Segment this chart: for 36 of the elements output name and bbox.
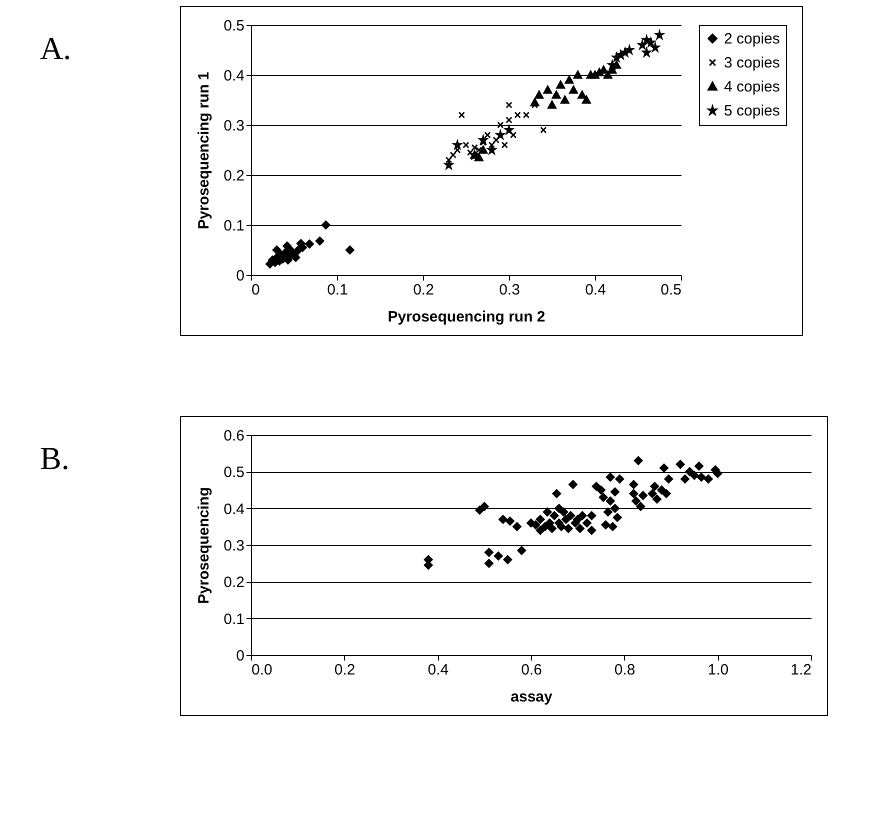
x-tick-label: 0.2 bbox=[413, 282, 434, 298]
y-tick-label: 0.5 bbox=[224, 464, 244, 482]
y-tick-label: 0.1 bbox=[224, 610, 244, 628]
x-axis-title: assay bbox=[510, 688, 554, 706]
chart-title: A. bbox=[40, 30, 72, 67]
y-tick-label: 0 bbox=[236, 268, 244, 284]
x-tick-label: 0.6 bbox=[521, 662, 542, 678]
x-tick-label: 1.2 bbox=[790, 662, 812, 678]
x-tick-label: 0.1 bbox=[327, 282, 348, 298]
y-tick-label: 0.3 bbox=[224, 118, 244, 134]
legend-label: 5 copies bbox=[724, 102, 780, 120]
x-tick-label: 0.4 bbox=[428, 662, 449, 678]
x-tick-label: 0.5 bbox=[660, 282, 682, 298]
y-axis-title: Pyrosequencing bbox=[196, 487, 213, 604]
y-tick-label: 0.2 bbox=[224, 168, 244, 184]
y-tick-label: 0.1 bbox=[224, 218, 244, 234]
x-tick-label: 0.3 bbox=[499, 282, 520, 298]
y-tick-label: 0.5 bbox=[224, 18, 244, 34]
x-axis-title: Pyrosequencing run 2 bbox=[388, 308, 546, 326]
y-tick-label: 0 bbox=[236, 648, 244, 664]
y-tick-label: 0.4 bbox=[224, 500, 244, 518]
y-tick-label: 0.4 bbox=[224, 68, 244, 84]
x-tick-label: 0.0 bbox=[252, 662, 272, 678]
x-tick-label: 1.0 bbox=[708, 662, 729, 678]
x-tick-label: 0.2 bbox=[334, 662, 356, 678]
legend-label: 3 copies bbox=[724, 54, 780, 72]
y-axis-title: Pyrosequencing run 1 bbox=[196, 72, 213, 230]
y-tick-label: 0.2 bbox=[224, 574, 244, 592]
x-tick-label: 0 bbox=[252, 282, 260, 298]
chart-title: B. bbox=[40, 440, 70, 477]
y-tick-label: 0.3 bbox=[224, 538, 244, 554]
legend-label: 4 copies bbox=[724, 78, 780, 96]
x-tick-label: 0.4 bbox=[585, 282, 606, 298]
legend-label: 2 copies bbox=[724, 30, 780, 48]
y-tick-label: 0.6 bbox=[224, 428, 244, 444]
x-tick-label: 0.8 bbox=[614, 662, 636, 678]
